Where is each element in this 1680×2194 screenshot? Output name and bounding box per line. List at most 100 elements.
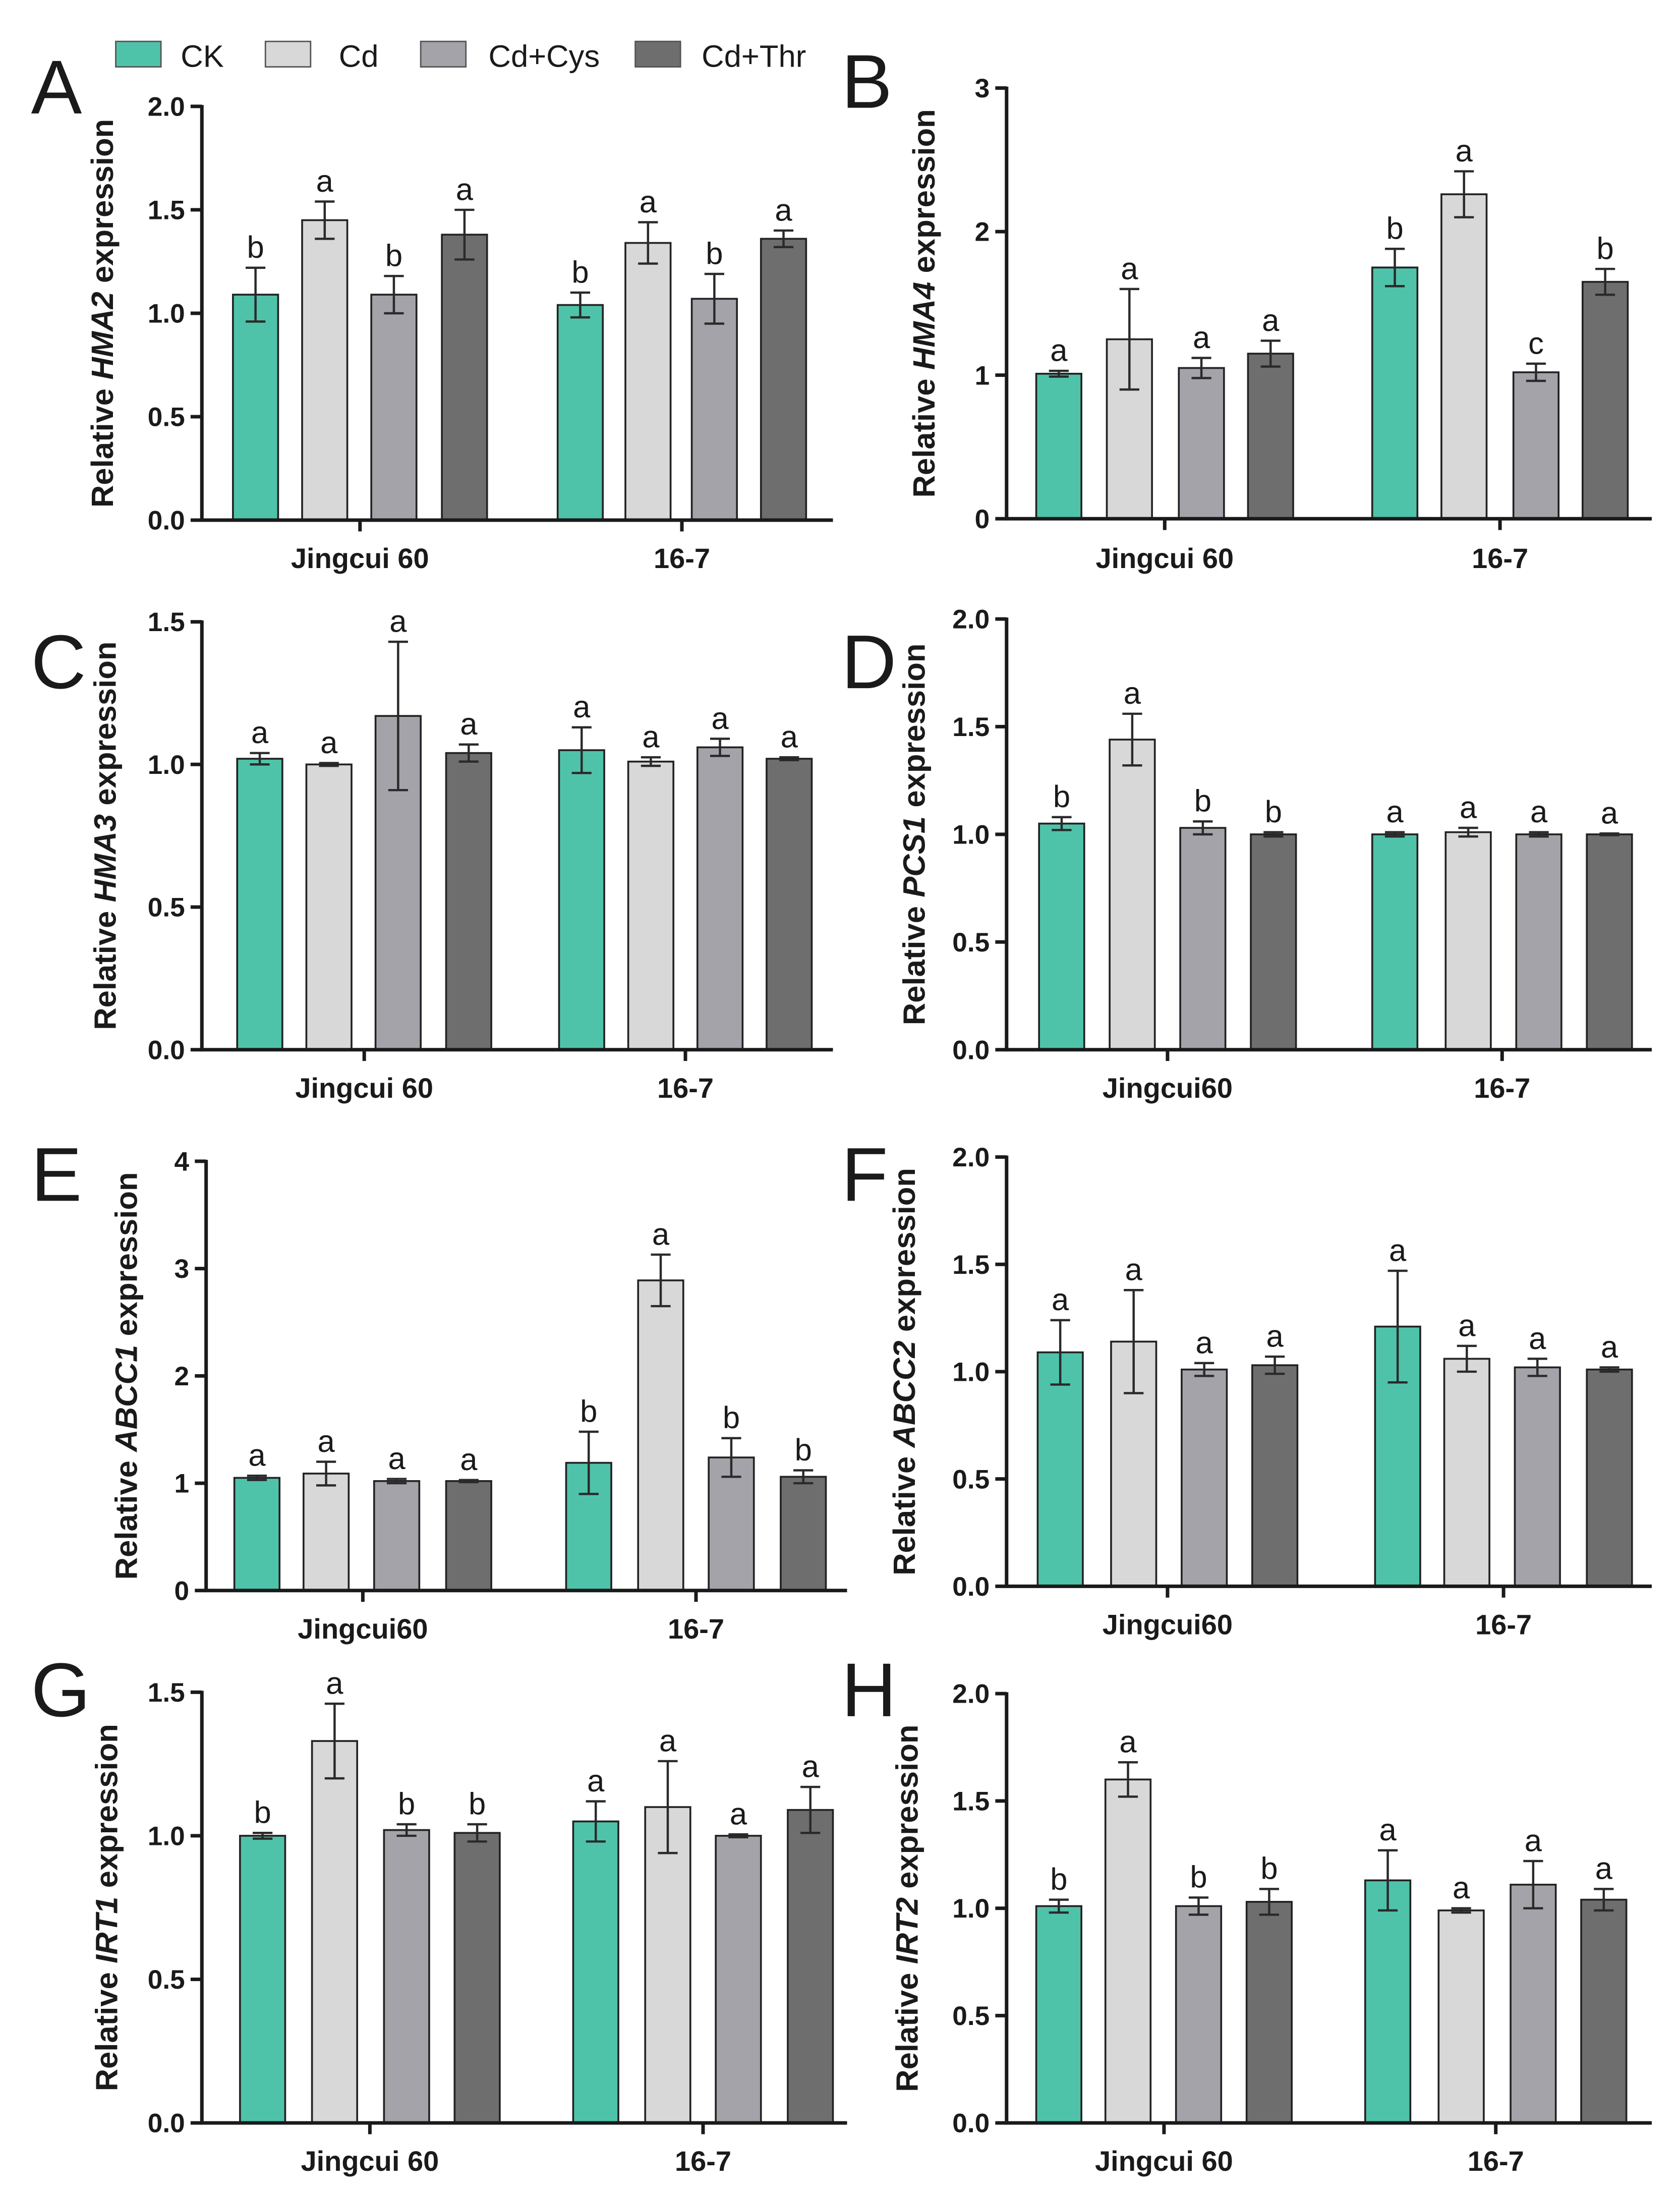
- panel-e: E Relative ABCC1 expression a b a a a b a b 0 1 2 3 4 Jin…: [31, 1132, 847, 1645]
- panel-f-bar-ck-group-1: [1036, 1351, 1084, 1588]
- panel-a-error-bar-cd-group-1: [315, 200, 335, 240]
- panel-f-category-label: Jingcui60: [1103, 1609, 1233, 1641]
- panel-d-bar-ck-group-1: [1038, 822, 1085, 1051]
- panel-h-sig-letter-cd-thr-group-1: b: [1260, 1851, 1278, 1886]
- panel-h-y-tick-label: 0.5: [952, 2001, 990, 2031]
- legend: CK Cd Cd+Cys Cd+Thr: [115, 39, 806, 74]
- panel-e-error-bar-cd-cys-group-1: [386, 1478, 407, 1485]
- panel-h-sig-letter-ck-group-1: b: [1050, 1862, 1067, 1897]
- y-axis-title-prefix: Relative: [887, 1456, 922, 1576]
- panel-e-y-tick-label: 2: [175, 1362, 190, 1391]
- y-axis-title-suffix: expression: [890, 1725, 924, 1889]
- panel-h-error-bar-cd-group-1: [1118, 1761, 1138, 1798]
- panel-e-sig-letter-ck-group-2: b: [580, 1394, 597, 1429]
- panel-f-error-bar-cd-thr-group-2: [1599, 1366, 1619, 1373]
- panel-g-y-tick-label: 0.5: [148, 1965, 185, 1995]
- panel-d-sig-letter-cd-cys-group-1: b: [1194, 784, 1211, 819]
- panel-f-bar-cd-thr-group-2: [1586, 1368, 1633, 1588]
- y-axis-title-suffix: expression: [89, 1724, 124, 1888]
- panel-g-sig-letter-cd-group-1: a: [326, 1666, 343, 1701]
- panel-d-bar-cd-thr-group-1: [1250, 833, 1297, 1051]
- panel-d-sig-letter-cd-group-1: a: [1124, 676, 1141, 711]
- y-axis-title-prefix: Relative: [89, 1972, 124, 2091]
- panel-b-bar-ck-group-2: [1371, 266, 1419, 520]
- panel-e-y-tick-label: 1: [175, 1469, 190, 1499]
- panel-b-error-bar-cd-thr-group-2: [1595, 267, 1615, 296]
- panel-f: F Relative ABCC2 expression a a a a a a a a 0.0 0.5 1.…: [841, 1132, 1652, 1641]
- legend-item-cd-cys: Cd+Cys: [420, 39, 600, 74]
- panel-g-error-bar-ck-group-1: [253, 1831, 273, 1840]
- panel-g-sig-letter-ck-group-1: b: [254, 1795, 271, 1830]
- panel-d-error-bar-ck-group-2: [1384, 831, 1405, 838]
- panel-g: G Relative IRT1 expression b a a a b a b a 0.0 0.5 1.0…: [31, 1648, 847, 2177]
- panel-c-bar-ck-group-1: [236, 758, 283, 1051]
- panel-e-bar-cd-cys-group-1: [373, 1480, 421, 1592]
- y-axis-title-gene: ABCC2: [887, 1340, 922, 1448]
- panel-c-bar-cd-cys-group-2: [696, 746, 744, 1051]
- panel-g-bar-ck-group-2: [572, 1820, 619, 2124]
- panel-a-y-tick-label: 1.0: [148, 299, 185, 329]
- panel-a-bar-cd-group-1: [301, 219, 349, 521]
- panel-b-y-tick-label: 2: [975, 217, 990, 247]
- panel-c-y-tick-label: 1.0: [148, 750, 185, 780]
- panel-b-error-bar-ck-group-1: [1049, 369, 1069, 378]
- panel-f-y-tick-label: 1.0: [952, 1358, 990, 1387]
- panel-c-error-bar-cd-cys-group-2: [710, 738, 730, 757]
- panel-f-sig-letter-cd-group-2: a: [1458, 1308, 1476, 1343]
- panel-d-error-bar-cd-cys-group-1: [1193, 820, 1213, 836]
- panel-h-error-bar-cd-cys-group-1: [1188, 1896, 1209, 1916]
- legend-label-cd: Cd: [339, 39, 379, 74]
- panel-b-bar-cd-thr-group-1: [1247, 353, 1294, 520]
- y-axis-title-prefix: Relative: [907, 378, 942, 497]
- panel-g-sig-letter-cd-cys-group-1: b: [398, 1787, 415, 1822]
- panel-g-error-bar-cd-group-2: [658, 1760, 678, 1854]
- panel-b-bar-cd-thr-group-2: [1582, 280, 1629, 520]
- panel-c-sig-letter-cd-group-1: a: [320, 725, 338, 760]
- panel-f-error-bar-cd-cys-group-2: [1527, 1358, 1547, 1377]
- panel-e-error-bar-ck-group-2: [578, 1430, 599, 1495]
- y-axis-title-prefix: Relative: [85, 388, 120, 508]
- legend-swatch-cd-thr: [634, 40, 681, 68]
- panel-c-sig-letter-cd-thr-group-2: a: [781, 720, 798, 755]
- y-axis-title-suffix: expression: [907, 109, 942, 273]
- panel-h-y-tick-label: 2.0: [952, 1679, 990, 1709]
- panel-b-error-bar-cd-cys-group-2: [1526, 362, 1546, 382]
- panel-a-error-bar-cd-cys-group-1: [384, 274, 404, 315]
- panel-h-category-label: Jingcui 60: [1095, 2145, 1233, 2177]
- panel-c-error-bar-cd-group-2: [641, 756, 661, 767]
- panel-g-error-bar-cd-cys-group-2: [728, 1833, 748, 1839]
- panel-h-error-bar-cd-thr-group-2: [1594, 1888, 1614, 1912]
- y-axis-title-prefix: Relative: [890, 1973, 924, 2092]
- panel-e-error-bar-cd-group-1: [316, 1460, 336, 1487]
- panel-c-y-tick-label: 0.5: [148, 893, 185, 923]
- panel-a-y-tick-label: 0.0: [148, 506, 185, 536]
- panel-f-sig-letter-ck-group-1: a: [1052, 1282, 1069, 1317]
- panel-g-error-bar-cd-thr-group-2: [800, 1785, 821, 1834]
- panel-b-sig-letter-cd-group-1: a: [1121, 251, 1138, 286]
- panel-f-sig-letter-cd-thr-group-2: a: [1601, 1330, 1618, 1365]
- panel-d-y-tick-label: 0.5: [952, 928, 990, 958]
- y-axis-title-suffix: expression: [109, 1172, 144, 1336]
- panel-b-bar-cd-group-2: [1440, 193, 1488, 520]
- panel-g-sig-letter-cd-group-2: a: [659, 1723, 677, 1758]
- panel-e-error-bar-ck-group-1: [247, 1474, 267, 1481]
- panel-a-y-tick-label: 2.0: [148, 92, 185, 122]
- panel-b-bar-cd-cys-group-1: [1178, 367, 1225, 520]
- panel-h-bar-cd-thr-group-2: [1580, 1898, 1628, 2124]
- panel-a-sig-letter-cd-thr-group-2: a: [775, 193, 792, 228]
- panel-f-bar-cd-cys-group-1: [1181, 1368, 1228, 1588]
- panel-f-y-tick-label: 0.0: [952, 1572, 990, 1602]
- panel-h-error-bar-cd-thr-group-1: [1259, 1888, 1280, 1916]
- panel-f-y-tick-label: 1.5: [952, 1250, 990, 1280]
- panel-h-bar-cd-cys-group-2: [1510, 1883, 1557, 2124]
- panel-h: H Relative IRT2 expression b a a a b a b a 0.0 0.5 1.0…: [841, 1648, 1652, 2177]
- panel-d-y-tick-label: 2.0: [952, 605, 990, 635]
- panel-c-category-label: 16-7: [657, 1072, 714, 1104]
- panel-d-sig-letter-cd-thr-group-2: a: [1601, 796, 1618, 831]
- panel-h-bar-ck-group-1: [1035, 1905, 1082, 2124]
- panel-e-y-axis-title: Relative ABCC1 expression: [109, 1172, 144, 1580]
- panel-e-sig-letter-cd-cys-group-1: a: [388, 1441, 405, 1476]
- panel-g-y-axis-title: Relative IRT1 expression: [89, 1724, 124, 2091]
- panel-d-y-tick-label: 1.5: [952, 712, 990, 742]
- panel-a: A Relative HMA2 expression b b a a b b a a 0.0 0.5 1.0…: [31, 45, 833, 574]
